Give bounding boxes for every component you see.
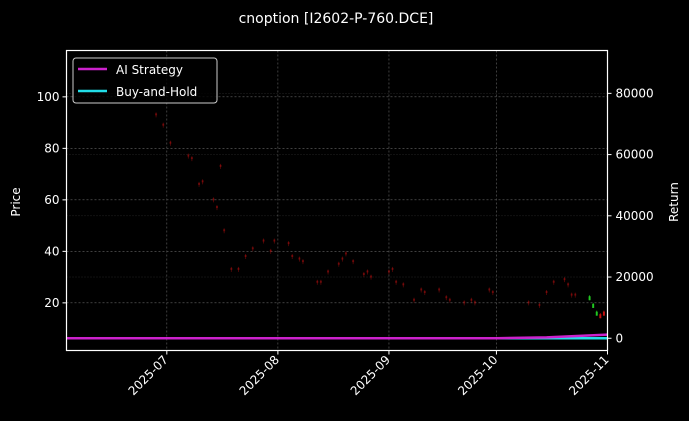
candle-body — [592, 303, 595, 308]
candle-body — [491, 291, 494, 294]
y-tick-label-left: 40 — [44, 244, 59, 258]
y-axis-right: 0 20000 40000 60000 80000 — [607, 86, 654, 345]
x-tick-label: 2025-10 — [455, 353, 500, 398]
candle-body — [298, 257, 301, 260]
x-tick-label: 2025-08 — [237, 353, 282, 398]
candle-body — [251, 247, 254, 250]
candle-body — [423, 291, 426, 294]
candle-body — [538, 303, 541, 306]
candle-body — [599, 314, 602, 319]
candle-body — [570, 293, 573, 296]
candle-body — [602, 311, 605, 316]
candle-body — [212, 198, 215, 201]
candle-body — [387, 270, 390, 273]
candle-body — [402, 283, 405, 286]
candle-body — [237, 267, 240, 270]
legend-box — [72, 57, 218, 104]
y-tick-label-right: 60000 — [616, 148, 654, 162]
candle-body — [545, 291, 548, 294]
x-tick-label: 2025-07 — [126, 353, 171, 398]
candle-body — [567, 283, 570, 286]
candle-body — [291, 255, 294, 258]
candle-body — [595, 311, 598, 316]
chart-title: cnoption [I2602-P-760.DCE] — [239, 11, 434, 27]
candle-body — [413, 298, 416, 301]
candle-body — [420, 288, 423, 291]
candle-body — [215, 206, 218, 209]
x-tick-label: 2025-11 — [566, 353, 611, 398]
line-ai-strategy — [66, 333, 608, 340]
y-axis-label-left: Price — [9, 187, 23, 216]
y-tick-label-left: 100 — [37, 90, 60, 104]
candle-body — [201, 180, 204, 183]
candle-body — [574, 293, 577, 296]
candle-body — [588, 296, 591, 301]
candle-body — [169, 141, 172, 144]
candle-body — [287, 242, 290, 245]
y-tick-label-left: 60 — [44, 193, 59, 207]
candle-body — [262, 239, 265, 242]
candle-body — [301, 260, 304, 263]
candle-body — [488, 288, 491, 291]
y-tick-label-right: 0 — [616, 331, 624, 345]
plot-frame — [65, 49, 609, 352]
candle-body — [223, 229, 226, 232]
candle-body — [230, 267, 233, 270]
candle-body — [190, 157, 193, 160]
candle-body — [463, 301, 466, 304]
candle-body — [273, 239, 276, 242]
candle-body — [319, 280, 322, 283]
legend-label-buy-and-hold: Buy-and-Hold — [116, 85, 197, 99]
candle-body — [370, 275, 373, 278]
candle-body — [366, 270, 369, 273]
candle-body — [316, 280, 319, 283]
y-axis-label-right: Return — [667, 182, 681, 222]
candle-body — [527, 301, 530, 304]
candle-body — [445, 296, 448, 299]
y-tick-label-right: 80000 — [616, 86, 654, 100]
candle-body — [155, 113, 158, 116]
candle-body — [473, 301, 476, 304]
x-tick-label: 2025-09 — [348, 353, 393, 398]
candle-body — [438, 288, 441, 291]
candle-body — [327, 270, 330, 273]
candle-body — [362, 273, 365, 276]
candle-body — [187, 154, 190, 157]
candle-body — [337, 262, 340, 265]
x-axis: 2025-07 2025-08 2025-09 2025-10 2025-11 — [126, 350, 612, 398]
candle-body — [198, 182, 201, 185]
candle-body — [344, 252, 347, 255]
candle-body — [563, 278, 566, 281]
candle-body — [552, 280, 555, 283]
y-tick-label-right: 40000 — [616, 209, 654, 223]
candle-body — [341, 257, 344, 260]
candle-body — [219, 164, 222, 167]
y-tick-label-left: 80 — [44, 141, 59, 155]
y-axis-left: 20 40 60 80 100 — [37, 90, 67, 310]
y-tick-label-left: 20 — [44, 296, 59, 310]
candle-body — [352, 260, 355, 263]
return-lines — [66, 333, 608, 340]
candle-body — [269, 249, 272, 252]
candlestick-series — [155, 112, 605, 319]
candle-body — [395, 280, 398, 283]
candle-body — [448, 298, 451, 301]
candle-body — [470, 298, 473, 301]
y-tick-label-right: 20000 — [616, 270, 654, 284]
candle-body — [162, 123, 165, 126]
legend-label-ai-strategy: AI Strategy — [116, 63, 183, 77]
candle-body — [244, 255, 247, 258]
legend: AI Strategy Buy-and-Hold — [72, 57, 218, 104]
candle-body — [391, 267, 394, 270]
